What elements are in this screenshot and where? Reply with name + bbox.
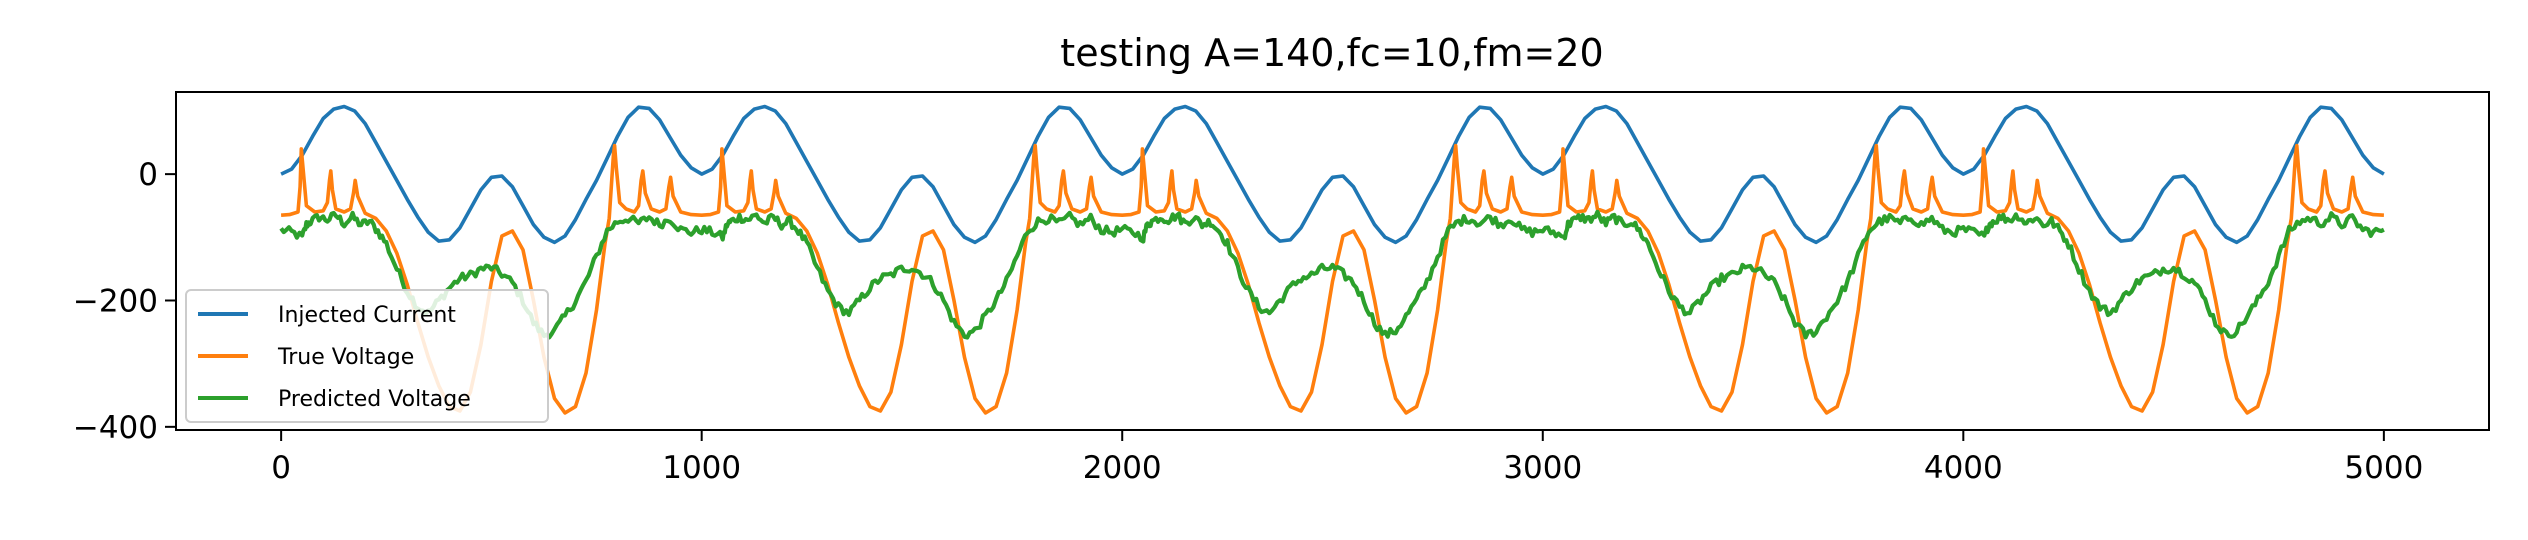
legend: Injected Current True Voltage Predicted Vo…: [185, 289, 549, 423]
x-tick-label: 2000: [1083, 450, 1162, 486]
x-tick-label: 0: [271, 450, 291, 486]
x-tick-label: 1000: [662, 450, 741, 486]
series-line-2: [280, 143, 2385, 415]
legend-box: [185, 289, 549, 423]
axes-layer: 0 1000 2000 3000 4000 5000 0 −200 −400: [73, 157, 2423, 486]
y-tick-label: 0: [138, 157, 158, 193]
x-tick-label: 3000: [1503, 450, 1582, 486]
y-tick-label: −200: [73, 283, 158, 319]
legend-label: Predicted Voltage: [278, 387, 471, 412]
x-tick-label: 5000: [2344, 450, 2423, 486]
series-line-1: [280, 104, 2385, 245]
y-tick-label: −400: [73, 410, 158, 446]
x-tick-label: 4000: [1924, 450, 2003, 486]
chart-title: testing A=140,fc=10,fm=20: [1060, 31, 1603, 75]
legend-label: Injected Current: [278, 303, 456, 328]
series-layer: [279, 104, 2385, 415]
plot-frame: [175, 91, 2490, 431]
series-line-3: [279, 209, 2385, 340]
legend-label: True Voltage: [277, 345, 414, 370]
